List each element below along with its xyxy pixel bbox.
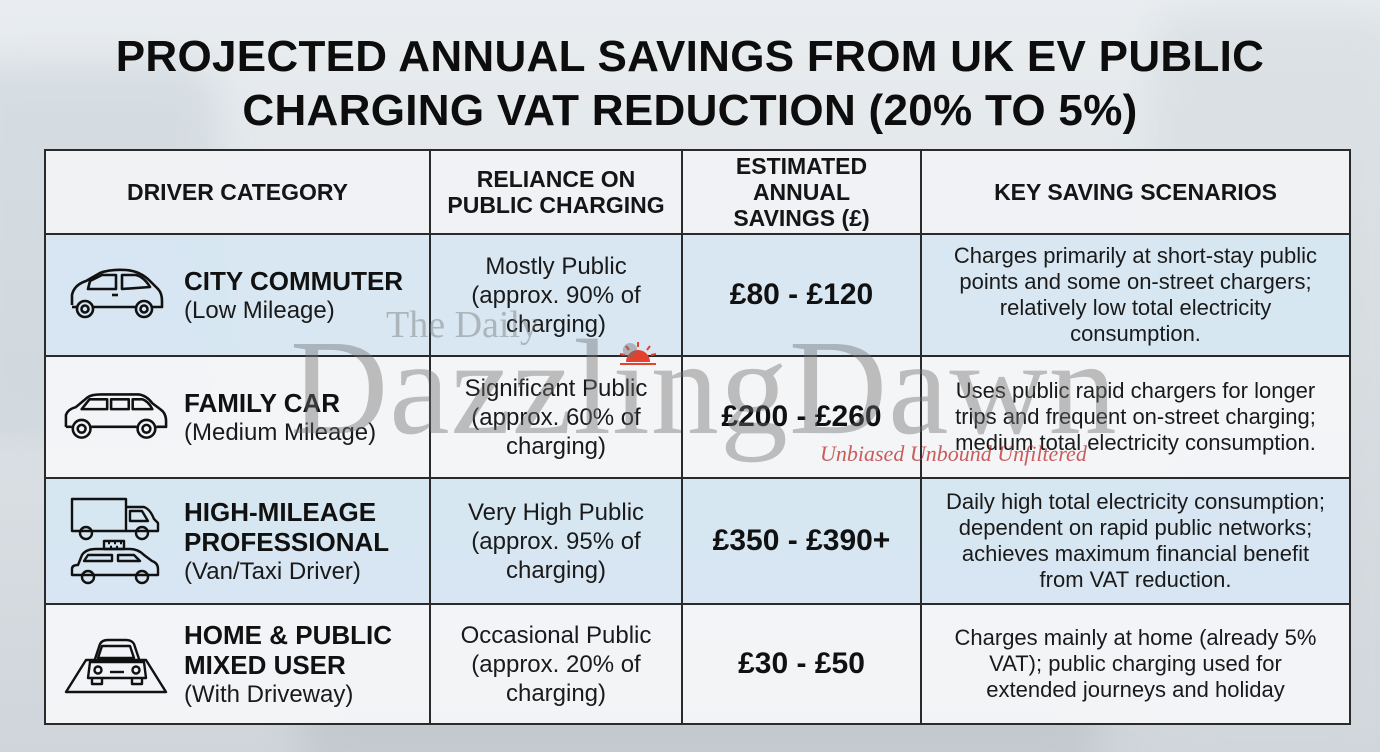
annual-savings: £200 - £260	[681, 355, 922, 479]
title-line-1: PROJECTED ANNUAL SAVINGS FROM UK EV PUBL…	[115, 32, 1265, 81]
scenario-line: medium total electricity consumption.	[955, 430, 1316, 455]
scenario-line: points and some on-street chargers;	[959, 269, 1312, 294]
scenario-line: dependent on rapid public networks;	[958, 515, 1313, 540]
driver-category-mileage: (With Driveway)	[184, 680, 354, 708]
driver-category-cell: HIGH-MILEAGE PROFESSIONAL (Van/Taxi Driv…	[44, 477, 431, 605]
header-driver-category: DRIVER CATEGORY	[44, 149, 431, 235]
reliance-approx: (approx. 20% of	[471, 650, 641, 678]
reliance-approx: (approx. 90% of	[471, 281, 641, 309]
key-scenario-cell: Charges primarily at short-stay public p…	[920, 233, 1351, 357]
reliance-level: Occasional Public	[460, 621, 652, 649]
reliance-charging: charging)	[505, 556, 607, 584]
driver-category-name-line-2: MIXED USER	[184, 649, 346, 680]
scenario-line: Charges primarily at short-stay public	[953, 243, 1318, 268]
scenario-line: Charges mainly at home (already 5%	[954, 625, 1317, 650]
driver-category-name: FAMILY CAR	[184, 387, 341, 418]
scenario-line: relatively low total electricity	[999, 295, 1272, 320]
header-savings-line-1: ESTIMATED ANNUAL	[735, 153, 868, 205]
annual-savings: £30 - £50	[681, 603, 922, 725]
driver-category-name-line-2: PROFESSIONAL	[184, 526, 390, 557]
annual-savings: £350 - £390+	[681, 477, 922, 605]
table-row: FAMILY CAR (Medium Mileage) Significant …	[44, 355, 1351, 479]
reliance-cell: Significant Public (approx. 60% of charg…	[429, 355, 683, 479]
driver-category-mileage: (Low Mileage)	[184, 296, 335, 324]
car-driveway-icon	[62, 632, 170, 696]
van-taxi-icon	[62, 493, 170, 589]
title-line-2: CHARGING VAT REDUCTION (20% TO 5%)	[242, 86, 1138, 135]
reliance-level: Significant Public	[464, 374, 648, 402]
table-header-row: DRIVER CATEGORY RELIANCE ON PUBLIC CHARG…	[44, 149, 1351, 235]
scenario-line: extended journeys and holiday	[986, 677, 1285, 702]
reliance-cell: Very High Public (approx. 95% of chargin…	[429, 477, 683, 605]
scenario-line: consumption.	[1070, 321, 1201, 346]
reliance-charging: charging)	[505, 310, 607, 338]
key-scenario-cell: Charges mainly at home (already 5% VAT);…	[920, 603, 1351, 725]
reliance-charging: charging)	[505, 679, 607, 707]
header-savings: ESTIMATED ANNUAL SAVINGS (£)	[681, 149, 922, 235]
driver-category-cell: CITY COMMUTER (Low Mileage)	[44, 233, 431, 357]
scenario-line: achieves maximum financial benefit	[961, 541, 1310, 566]
reliance-level: Very High Public	[467, 498, 645, 526]
reliance-charging: charging)	[505, 432, 607, 460]
driver-category-cell: HOME & PUBLIC MIXED USER (With Driveway)	[44, 603, 431, 725]
driver-category-mileage: (Van/Taxi Driver)	[184, 557, 361, 585]
driver-category-name: HIGH-MILEAGE	[184, 496, 377, 527]
driver-category-mileage: (Medium Mileage)	[184, 418, 377, 446]
driver-category-cell: FAMILY CAR (Medium Mileage)	[44, 355, 431, 479]
reliance-level: Mostly Public	[485, 252, 627, 280]
scenario-line: Uses public rapid chargers for longer	[955, 378, 1316, 403]
header-reliance-line-2: PUBLIC CHARGING	[447, 192, 665, 218]
header-scenarios: KEY SAVING SCENARIOS	[920, 149, 1351, 235]
reliance-approx: (approx. 95% of	[471, 527, 641, 555]
key-scenario-cell: Daily high total electricity consumption…	[920, 477, 1351, 605]
scenario-line: from VAT reduction.	[1039, 567, 1232, 592]
table-row: HIGH-MILEAGE PROFESSIONAL (Van/Taxi Driv…	[44, 477, 1351, 605]
annual-savings: £80 - £120	[681, 233, 922, 357]
savings-table: DRIVER CATEGORY RELIANCE ON PUBLIC CHARG…	[44, 149, 1351, 725]
header-reliance-line-1: RELIANCE ON	[476, 166, 636, 192]
driver-category-name: CITY COMMUTER	[184, 265, 404, 296]
city-car-icon	[62, 267, 170, 323]
table-row: CITY COMMUTER (Low Mileage) Mostly Publi…	[44, 233, 1351, 357]
scenario-line: trips and frequent on-street charging;	[955, 404, 1316, 429]
header-savings-line-2: SAVINGS (£)	[733, 205, 870, 231]
driver-category-name: HOME & PUBLIC	[184, 619, 392, 650]
key-scenario-cell: Uses public rapid chargers for longer tr…	[920, 355, 1351, 479]
reliance-cell: Mostly Public (approx. 90% of charging)	[429, 233, 683, 357]
reliance-cell: Occasional Public (approx. 20% of chargi…	[429, 603, 683, 725]
page-title: PROJECTED ANNUAL SAVINGS FROM UK EV PUBL…	[0, 30, 1380, 138]
reliance-approx: (approx. 60% of	[471, 403, 641, 431]
header-reliance: RELIANCE ON PUBLIC CHARGING	[429, 149, 683, 235]
scenario-line: VAT); public charging used for	[989, 651, 1282, 676]
table-row: HOME & PUBLIC MIXED USER (With Driveway)…	[44, 603, 1351, 725]
suv-car-icon	[62, 391, 170, 443]
scenario-line: Daily high total electricity consumption…	[945, 489, 1326, 514]
